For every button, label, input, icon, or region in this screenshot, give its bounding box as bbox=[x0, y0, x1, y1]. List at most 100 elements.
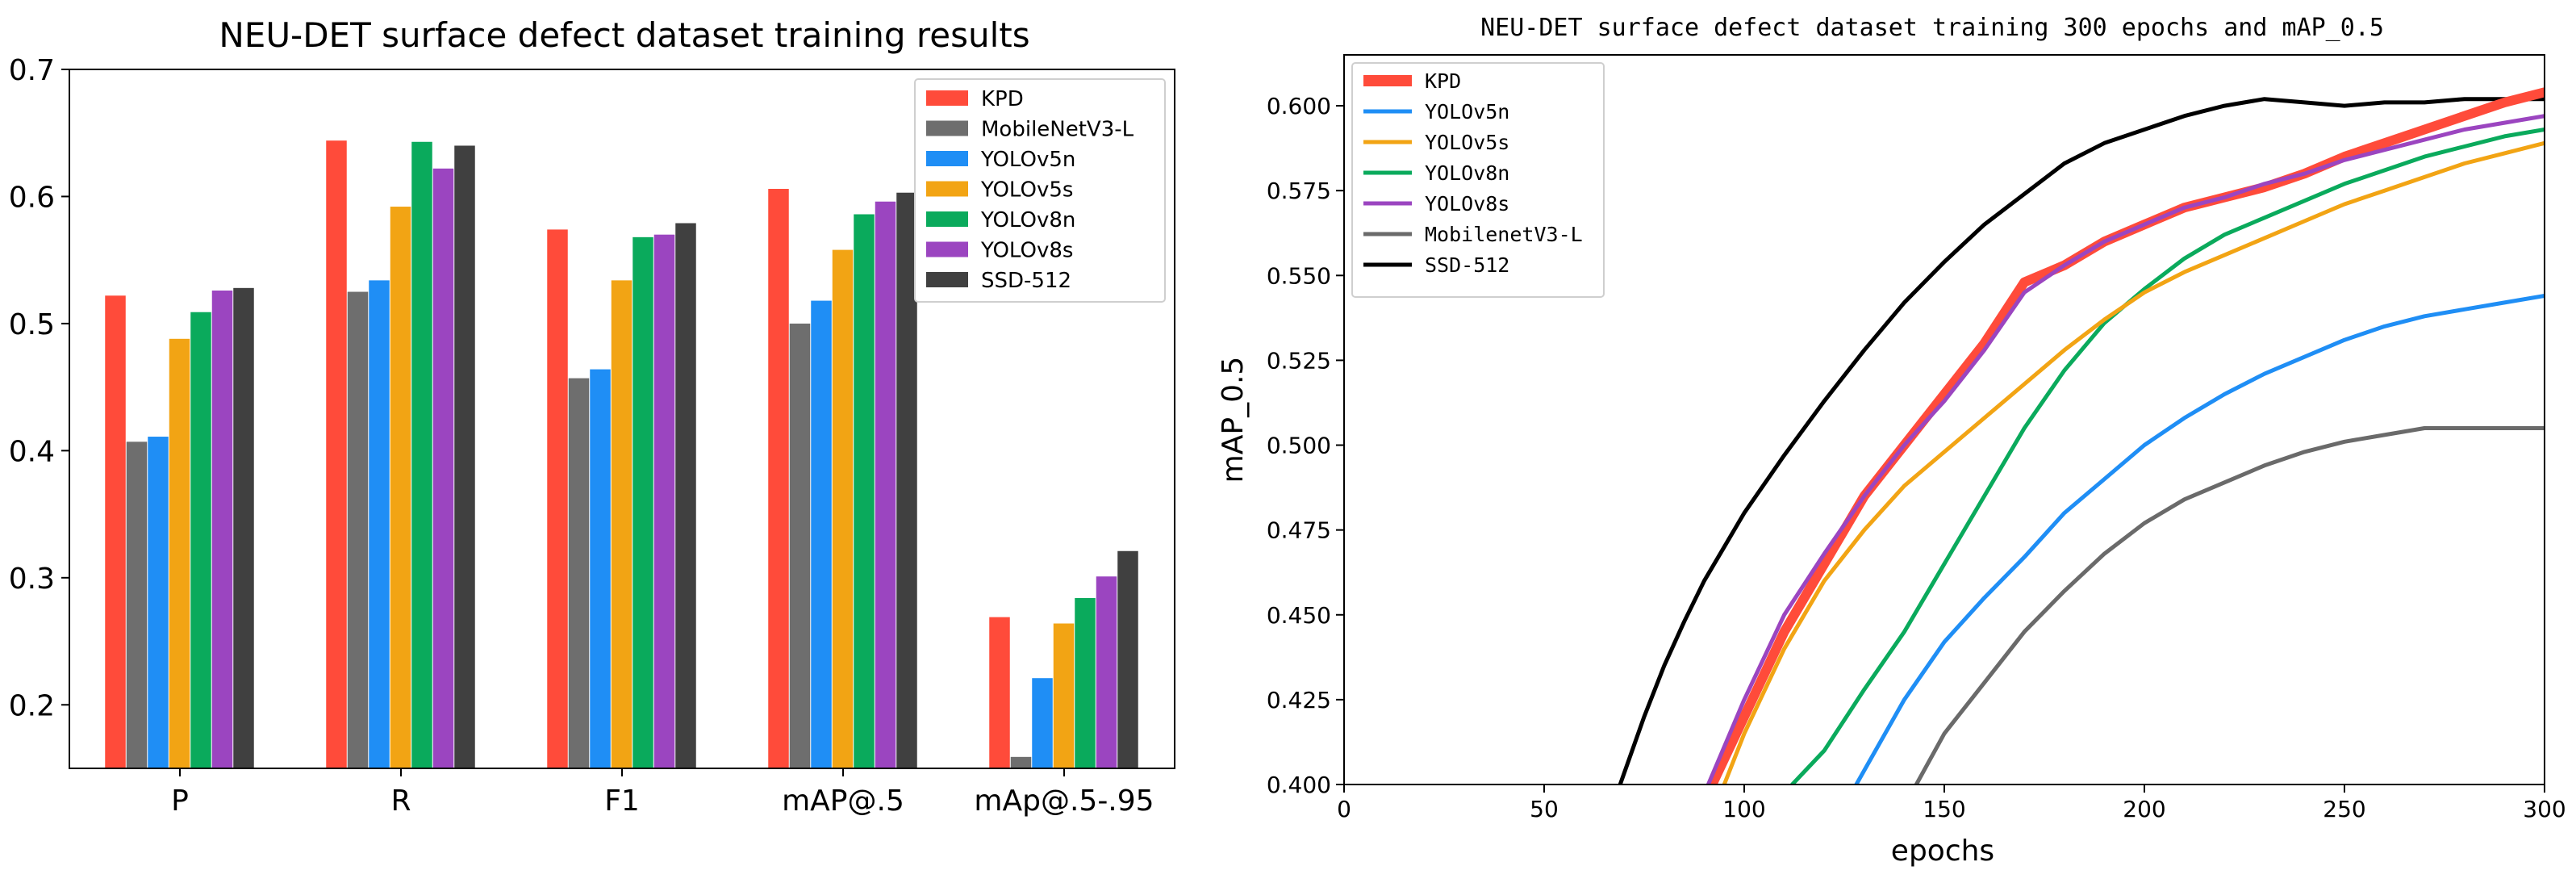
bar-yolov8n-r bbox=[411, 141, 432, 768]
bar-yolov5s-map-5-95 bbox=[1053, 623, 1075, 768]
bar-ssd-512-r bbox=[454, 145, 475, 769]
bar-x-tick-label: P bbox=[171, 784, 189, 818]
bar-yolov5s-map-5 bbox=[832, 249, 854, 768]
bar-chart-title: NEU-DET surface defect dataset training … bbox=[219, 15, 1029, 55]
bar-yolov5s-p bbox=[169, 338, 190, 768]
line-legend-label-ssd-512: SSD-512 bbox=[1425, 253, 1509, 277]
bar-legend-swatch-kpd bbox=[926, 90, 968, 106]
line-y-tick-label: 0.450 bbox=[1267, 602, 1331, 629]
bar-yolov5s-f1 bbox=[611, 280, 633, 769]
line-y-axis: 0.400 0.425 0.450 0.475 0.500 0.525 0.550 0.575… bbox=[1267, 93, 1344, 798]
bar-kpd-f1 bbox=[547, 229, 568, 769]
line-y-tick-label: 0.575 bbox=[1267, 178, 1331, 204]
bar-legend-label-kpd: KPD bbox=[981, 87, 1024, 111]
line-plot-area bbox=[1618, 87, 2545, 784]
line-y-tick-label: 0.425 bbox=[1267, 687, 1331, 713]
bar-legend-swatch-yolov8s bbox=[926, 241, 968, 257]
bar-x-axis: P R F1 mAP@.5 mAp@.5-.95 bbox=[171, 768, 1154, 818]
bar-yolov5n-map-5 bbox=[811, 300, 832, 768]
line-x-tick-label: 0 bbox=[1337, 796, 1351, 822]
bar-yolov8s-map-5-95 bbox=[1096, 576, 1117, 768]
line-legend-label-yolov5n: YOLOv5n bbox=[1425, 100, 1509, 123]
bar-yolov8n-map-5 bbox=[854, 214, 875, 768]
bar-y-tick-label: 0.6 bbox=[9, 181, 55, 214]
bar-chart: NEU-DET surface defect dataset training … bbox=[9, 15, 1175, 818]
bar-plot-frame bbox=[69, 69, 1175, 769]
line-y-tick-label: 0.475 bbox=[1267, 517, 1331, 544]
line-x-tick-label: 100 bbox=[1722, 796, 1765, 822]
bar-yolov8n-f1 bbox=[633, 236, 653, 769]
bar-yolov8s-p bbox=[211, 290, 233, 768]
bar-legend-label-ssd-512: SSD-512 bbox=[981, 269, 1071, 293]
line-y-tick-label: 0.500 bbox=[1267, 433, 1331, 459]
bar-ssd-512-map-5-95 bbox=[1117, 550, 1138, 768]
line-series-ssd-512 bbox=[1618, 97, 2545, 784]
bar-y-tick-label: 0.3 bbox=[9, 563, 55, 596]
line-legend-box bbox=[1351, 62, 1605, 298]
bar-mobilenetv3-l-map-5-95 bbox=[1010, 756, 1032, 768]
bar-yolov5n-map-5-95 bbox=[1032, 678, 1053, 768]
line-x-axis: 0 50 100 150 200 250 300 bbox=[1337, 784, 2566, 822]
bar-legend-swatch-ssd-512 bbox=[926, 272, 968, 287]
bar-legend-label-yolov5s: YOLOv5s bbox=[980, 178, 1073, 203]
bar-x-tick-label: R bbox=[390, 784, 411, 818]
bar-ssd-512-f1 bbox=[675, 223, 696, 768]
line-legend-label-mobilenetv3-l: MobilenetV3-L bbox=[1425, 223, 1583, 246]
bar-yolov8n-map-5-95 bbox=[1075, 598, 1096, 768]
line-legend-label-yolov5s: YOLOv5s bbox=[1425, 131, 1509, 154]
bar-legend-swatch-yolov5s bbox=[926, 181, 968, 197]
bar-yolov5n-f1 bbox=[590, 369, 611, 768]
bar-legend-label-mobilenetv3-l: MobileNetV3-L bbox=[981, 118, 1134, 142]
bar-kpd-map-5 bbox=[768, 189, 789, 769]
bar-y-tick-label: 0.4 bbox=[9, 435, 55, 468]
line-chart-title: NEU-DET surface defect dataset training … bbox=[1480, 14, 2384, 42]
line-chart: NEU-DET surface defect dataset training … bbox=[1217, 14, 2566, 868]
line-y-tick-label: 0.525 bbox=[1267, 347, 1331, 374]
bar-y-tick-label: 0.7 bbox=[9, 54, 55, 87]
bar-legend-label-yolov8n: YOLOv8n bbox=[980, 208, 1075, 232]
bar-yolov8s-map-5 bbox=[875, 201, 896, 768]
line-y-tick-label: 0.550 bbox=[1267, 262, 1331, 289]
bar-mobilenetv3-l-f1 bbox=[568, 378, 590, 768]
line-y-tick-label: 0.600 bbox=[1267, 93, 1331, 119]
bar-legend-box bbox=[914, 78, 1166, 303]
bar-legend-label-yolov8s: YOLOv8s bbox=[980, 239, 1073, 263]
line-y-tick-label: 0.400 bbox=[1267, 772, 1331, 798]
line-x-tick-label: 150 bbox=[1923, 796, 1965, 822]
bar-legend-swatch-yolov5n bbox=[926, 151, 968, 166]
bar-legend-swatch-yolov8n bbox=[926, 211, 968, 227]
bar-yolov8n-p bbox=[190, 312, 211, 769]
line-x-tick-label: 200 bbox=[2123, 796, 2165, 822]
bar-marks bbox=[105, 140, 1138, 769]
line-y-axis-label: mAP_0.5 bbox=[1217, 357, 1250, 483]
bar-x-tick-label: mAP@.5 bbox=[782, 784, 904, 818]
line-series-yolov5s bbox=[1722, 140, 2545, 784]
bar-x-tick-label: F1 bbox=[604, 784, 640, 818]
line-series-yolov5n bbox=[1854, 294, 2545, 784]
line-legend-label-yolov8n: YOLOv8n bbox=[1425, 161, 1509, 185]
bar-legend-swatch-mobilenetv3-l bbox=[926, 120, 968, 136]
line-legend-label-kpd: KPD bbox=[1425, 69, 1461, 93]
bar-yolov5s-r bbox=[390, 207, 411, 768]
bar-y-tick-label: 0.5 bbox=[9, 308, 55, 341]
line-x-tick-label: 250 bbox=[2323, 796, 2365, 822]
bar-yolov8s-r bbox=[432, 168, 454, 768]
line-legend-label-yolov8s: YOLOv8s bbox=[1425, 192, 1509, 215]
bar-yolov5n-p bbox=[148, 437, 169, 768]
line-x-axis-label: epochs bbox=[1891, 835, 1994, 868]
line-series-mobilenetv3-l bbox=[1914, 426, 2545, 784]
bar-ssd-512-p bbox=[233, 287, 254, 769]
bar-legend: KPD MobileNetV3-L YOLOv5n YOLOv5s YOLOv8n YOL… bbox=[914, 78, 1166, 303]
line-marks bbox=[1618, 87, 2545, 784]
bar-y-tick-label: 0.2 bbox=[9, 689, 55, 722]
bar-yolov8s-f1 bbox=[653, 234, 675, 768]
bar-mobilenetv3-l-map-5 bbox=[789, 323, 811, 769]
bar-ssd-512-map-5 bbox=[896, 192, 917, 769]
line-series-yolov8s bbox=[1706, 114, 2545, 784]
bar-mobilenetv3-l-r bbox=[347, 291, 369, 769]
bar-kpd-r bbox=[326, 140, 347, 768]
bar-kpd-map-5-95 bbox=[989, 617, 1010, 768]
line-series-yolov8n bbox=[1790, 128, 2545, 784]
bar-legend-label-yolov5n: YOLOv5n bbox=[980, 148, 1075, 172]
